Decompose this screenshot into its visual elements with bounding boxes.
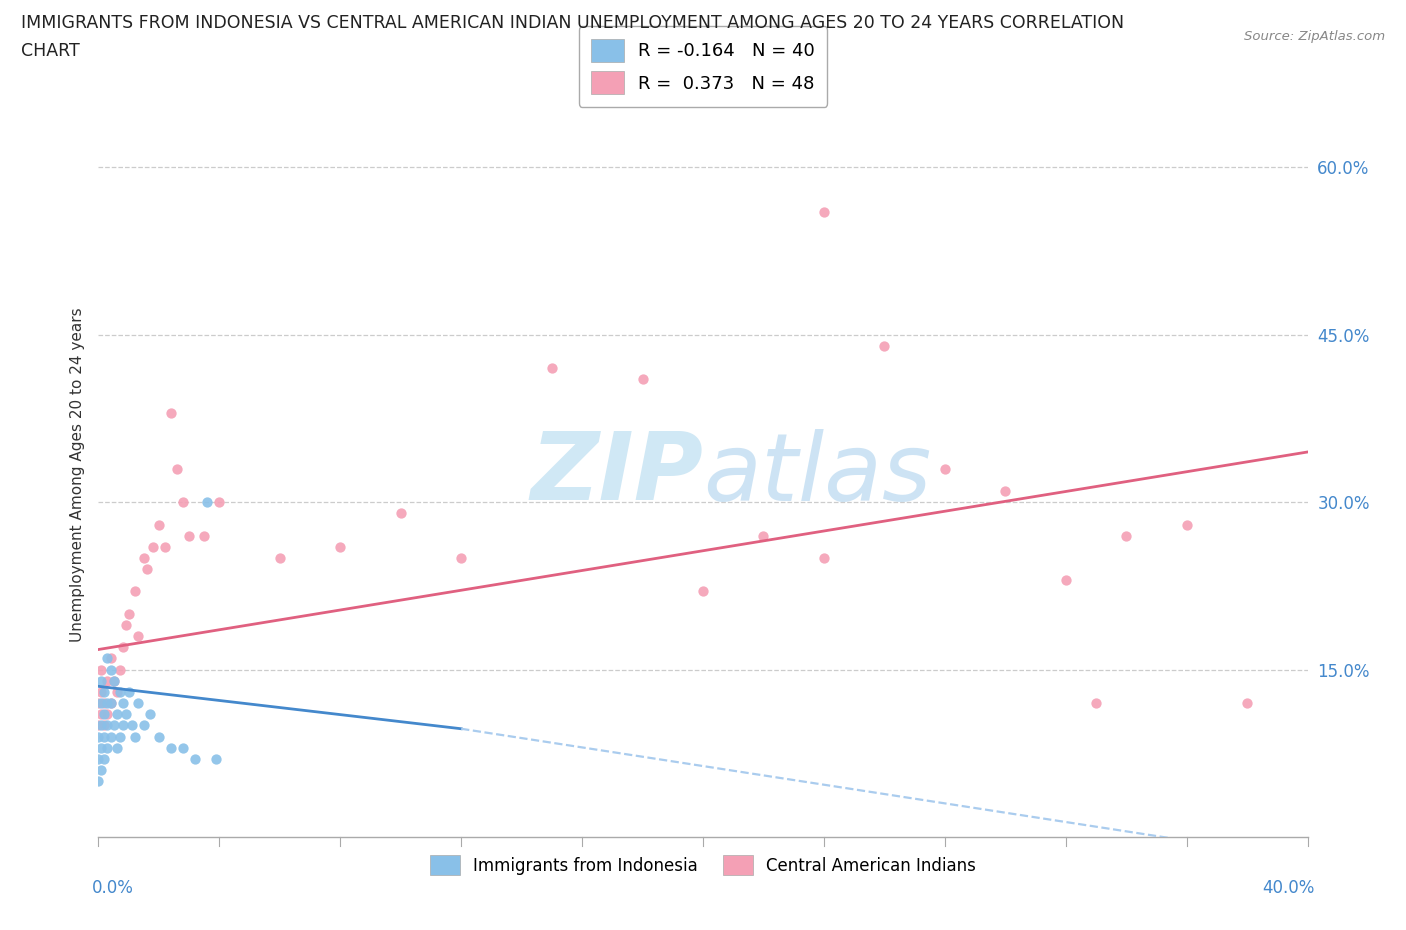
Point — [96, 696, 118, 711]
Point — [124, 729, 146, 744]
Point — [1085, 696, 1108, 711]
Point — [692, 584, 714, 599]
Point — [160, 405, 183, 420]
Point — [752, 528, 775, 543]
Point — [90, 707, 112, 722]
Point — [87, 751, 110, 766]
Point — [100, 651, 122, 666]
Point — [132, 551, 155, 565]
Point — [269, 551, 291, 565]
Point — [105, 684, 128, 699]
Point — [1175, 517, 1198, 532]
Point — [193, 528, 215, 543]
Point — [114, 618, 136, 632]
Point — [135, 562, 157, 577]
Point — [87, 718, 110, 733]
Point — [329, 539, 352, 554]
Point — [87, 774, 110, 789]
Point — [100, 696, 122, 711]
Point — [90, 662, 112, 677]
Point — [153, 539, 176, 554]
Point — [540, 361, 562, 376]
Point — [96, 673, 118, 688]
Point — [90, 740, 112, 755]
Point — [111, 718, 134, 733]
Point — [118, 606, 141, 621]
Point — [172, 740, 194, 755]
Point — [108, 729, 131, 744]
Point — [96, 707, 118, 722]
Point — [1115, 528, 1137, 543]
Point — [127, 696, 149, 711]
Point — [90, 763, 112, 777]
Point — [148, 517, 170, 532]
Point — [166, 461, 188, 476]
Point — [93, 718, 115, 733]
Point — [208, 495, 231, 510]
Point — [93, 696, 115, 711]
Point — [118, 684, 141, 699]
Point — [90, 718, 112, 733]
Point — [100, 696, 122, 711]
Point — [114, 707, 136, 722]
Point — [139, 707, 162, 722]
Point — [103, 718, 125, 733]
Point — [93, 684, 115, 699]
Point — [87, 696, 110, 711]
Text: CHART: CHART — [21, 42, 80, 60]
Point — [873, 339, 896, 353]
Point — [160, 740, 183, 755]
Point — [96, 651, 118, 666]
Point — [450, 551, 472, 565]
Point — [105, 740, 128, 755]
Point — [108, 662, 131, 677]
Point — [108, 684, 131, 699]
Point — [389, 506, 412, 521]
Point — [90, 696, 112, 711]
Point — [1054, 573, 1077, 588]
Text: IMMIGRANTS FROM INDONESIA VS CENTRAL AMERICAN INDIAN UNEMPLOYMENT AMONG AGES 20 : IMMIGRANTS FROM INDONESIA VS CENTRAL AME… — [21, 14, 1125, 32]
Point — [205, 751, 228, 766]
Text: Source: ZipAtlas.com: Source: ZipAtlas.com — [1244, 30, 1385, 43]
Point — [90, 684, 112, 699]
Point — [93, 707, 115, 722]
Point — [994, 484, 1017, 498]
Point — [96, 740, 118, 755]
Point — [813, 551, 835, 565]
Point — [195, 495, 218, 510]
Point — [121, 718, 143, 733]
Point — [100, 729, 122, 744]
Point — [96, 718, 118, 733]
Point — [127, 629, 149, 644]
Point — [103, 673, 125, 688]
Point — [90, 673, 112, 688]
Point — [172, 495, 194, 510]
Point — [111, 696, 134, 711]
Point — [184, 751, 207, 766]
Point — [132, 718, 155, 733]
Text: ZIP: ZIP — [530, 429, 703, 520]
Text: 40.0%: 40.0% — [1263, 879, 1315, 897]
Point — [813, 205, 835, 219]
Y-axis label: Unemployment Among Ages 20 to 24 years: Unemployment Among Ages 20 to 24 years — [69, 307, 84, 642]
Point — [124, 584, 146, 599]
Point — [87, 729, 110, 744]
Point — [103, 673, 125, 688]
Point — [631, 372, 654, 387]
Point — [100, 662, 122, 677]
Point — [105, 707, 128, 722]
Text: 0.0%: 0.0% — [91, 879, 134, 897]
Point — [93, 751, 115, 766]
Point — [179, 528, 201, 543]
Legend: Immigrants from Indonesia, Central American Indians: Immigrants from Indonesia, Central Ameri… — [422, 847, 984, 884]
Point — [148, 729, 170, 744]
Point — [111, 640, 134, 655]
Text: atlas: atlas — [703, 429, 931, 520]
Point — [934, 461, 956, 476]
Point — [1236, 696, 1258, 711]
Point — [93, 729, 115, 744]
Point — [142, 539, 165, 554]
